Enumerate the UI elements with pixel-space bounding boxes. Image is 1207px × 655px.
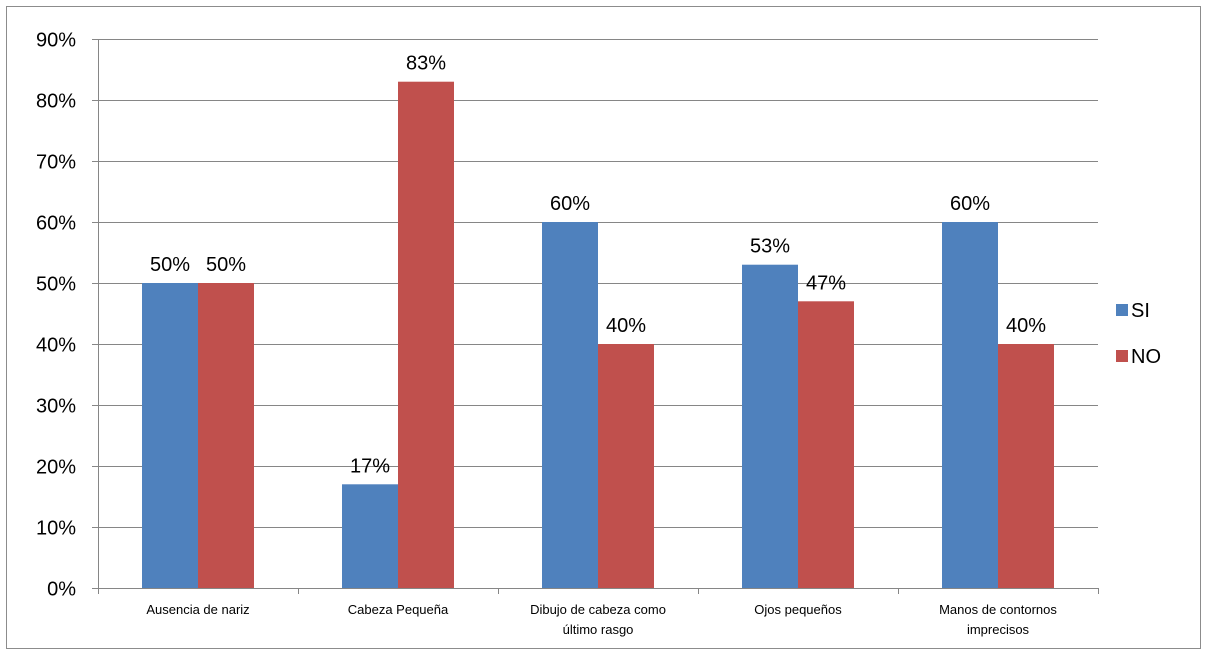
legend-swatch-si (1116, 304, 1128, 316)
y-tick-label: 20% (36, 457, 76, 479)
bar-si (342, 484, 398, 588)
data-label: 60% (550, 193, 590, 215)
x-category-label: Cabeza Pequeña (348, 602, 449, 617)
y-tick-label: 90% (36, 30, 76, 52)
x-category-label: Dibujo de cabeza como (530, 602, 666, 617)
y-tick-label: 30% (36, 396, 76, 418)
bar-no (398, 81, 454, 588)
data-label: 47% (806, 272, 846, 294)
legend: SI NO (1116, 300, 1161, 368)
y-tick-label: 40% (36, 335, 76, 357)
y-tick-label: 10% (36, 518, 76, 540)
bar-no (798, 301, 854, 588)
x-category-label: Ojos pequeños (754, 602, 842, 617)
legend-label: SI (1131, 300, 1150, 322)
bar-si (742, 264, 798, 588)
x-category-label: último rasgo (563, 622, 634, 637)
data-label: 17% (350, 455, 390, 477)
data-label: 83% (406, 53, 446, 75)
data-label: 50% (150, 254, 190, 276)
data-label: 60% (950, 193, 990, 215)
y-tick-label: 60% (36, 213, 76, 235)
data-label: 40% (606, 315, 646, 337)
legend-swatch-no (1116, 350, 1128, 362)
data-labels: 50% 50% 17% 83% 60% 40% 53% 47% 60% 40% (150, 53, 1046, 478)
y-tick-label: 50% (36, 274, 76, 296)
legend-label: NO (1131, 346, 1161, 368)
y-tick-label: 80% (36, 91, 76, 113)
x-category-label: imprecisos (967, 622, 1030, 637)
data-label: 53% (750, 236, 790, 258)
bar-si (942, 222, 998, 588)
x-category-label: Manos de contornos (939, 602, 1057, 617)
bar-no (598, 344, 654, 588)
y-tick-label: 0% (47, 579, 76, 601)
bar-no (998, 344, 1054, 588)
axes: 0% 10% 20% 30% 40% 50% 60% 70% 80% 90% Ausencia de… (36, 30, 1099, 637)
y-tick-label: 70% (36, 152, 76, 174)
bar-no (198, 283, 254, 588)
bars (142, 81, 1054, 588)
data-label: 40% (1006, 315, 1046, 337)
x-category-label: Ausencia de nariz (146, 602, 249, 617)
bar-si (542, 222, 598, 588)
data-label: 50% (206, 254, 246, 276)
bar-si (142, 283, 198, 588)
